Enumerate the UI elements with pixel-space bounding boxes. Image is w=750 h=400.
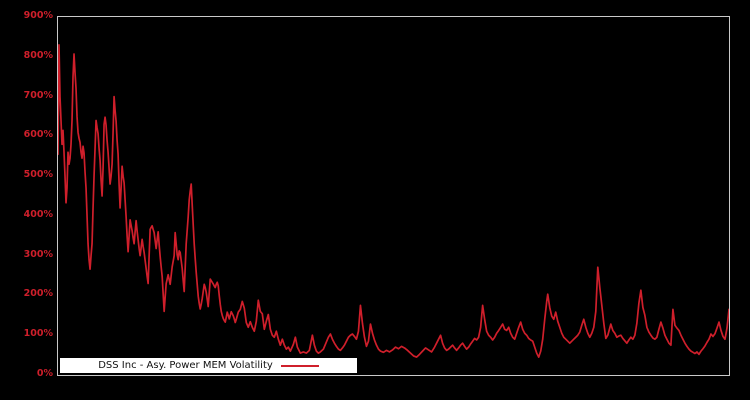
y-tick-label: 800% [23, 49, 53, 61]
legend-line-sample [280, 364, 319, 367]
y-tick-label: 400% [23, 208, 53, 220]
y-tick-label: 900% [23, 10, 53, 21]
y-tick-label: 200% [23, 288, 53, 300]
legend-series-label: DSS Inc - Asy. Power MEM Volatility [98, 360, 273, 371]
y-tick-label: 100% [23, 328, 53, 340]
volatility-line-chart [58, 43, 729, 358]
y-tick-label: 600% [23, 129, 53, 141]
plot-area: DSS Inc - Asy. Power MEM Volatility [57, 16, 730, 376]
y-axis-tick-labels: 0% 100% 200% 300% 400% 500% 600% 700% 800% 900% [0, 0, 53, 400]
volatility-series-line [58, 43, 729, 358]
y-tick-label: 0% [36, 368, 53, 379]
y-tick-label: 500% [23, 169, 53, 181]
y-tick-label: 700% [23, 89, 53, 101]
legend: DSS Inc - Asy. Power MEM Volatility [60, 358, 357, 373]
y-tick-label: 300% [23, 248, 53, 260]
